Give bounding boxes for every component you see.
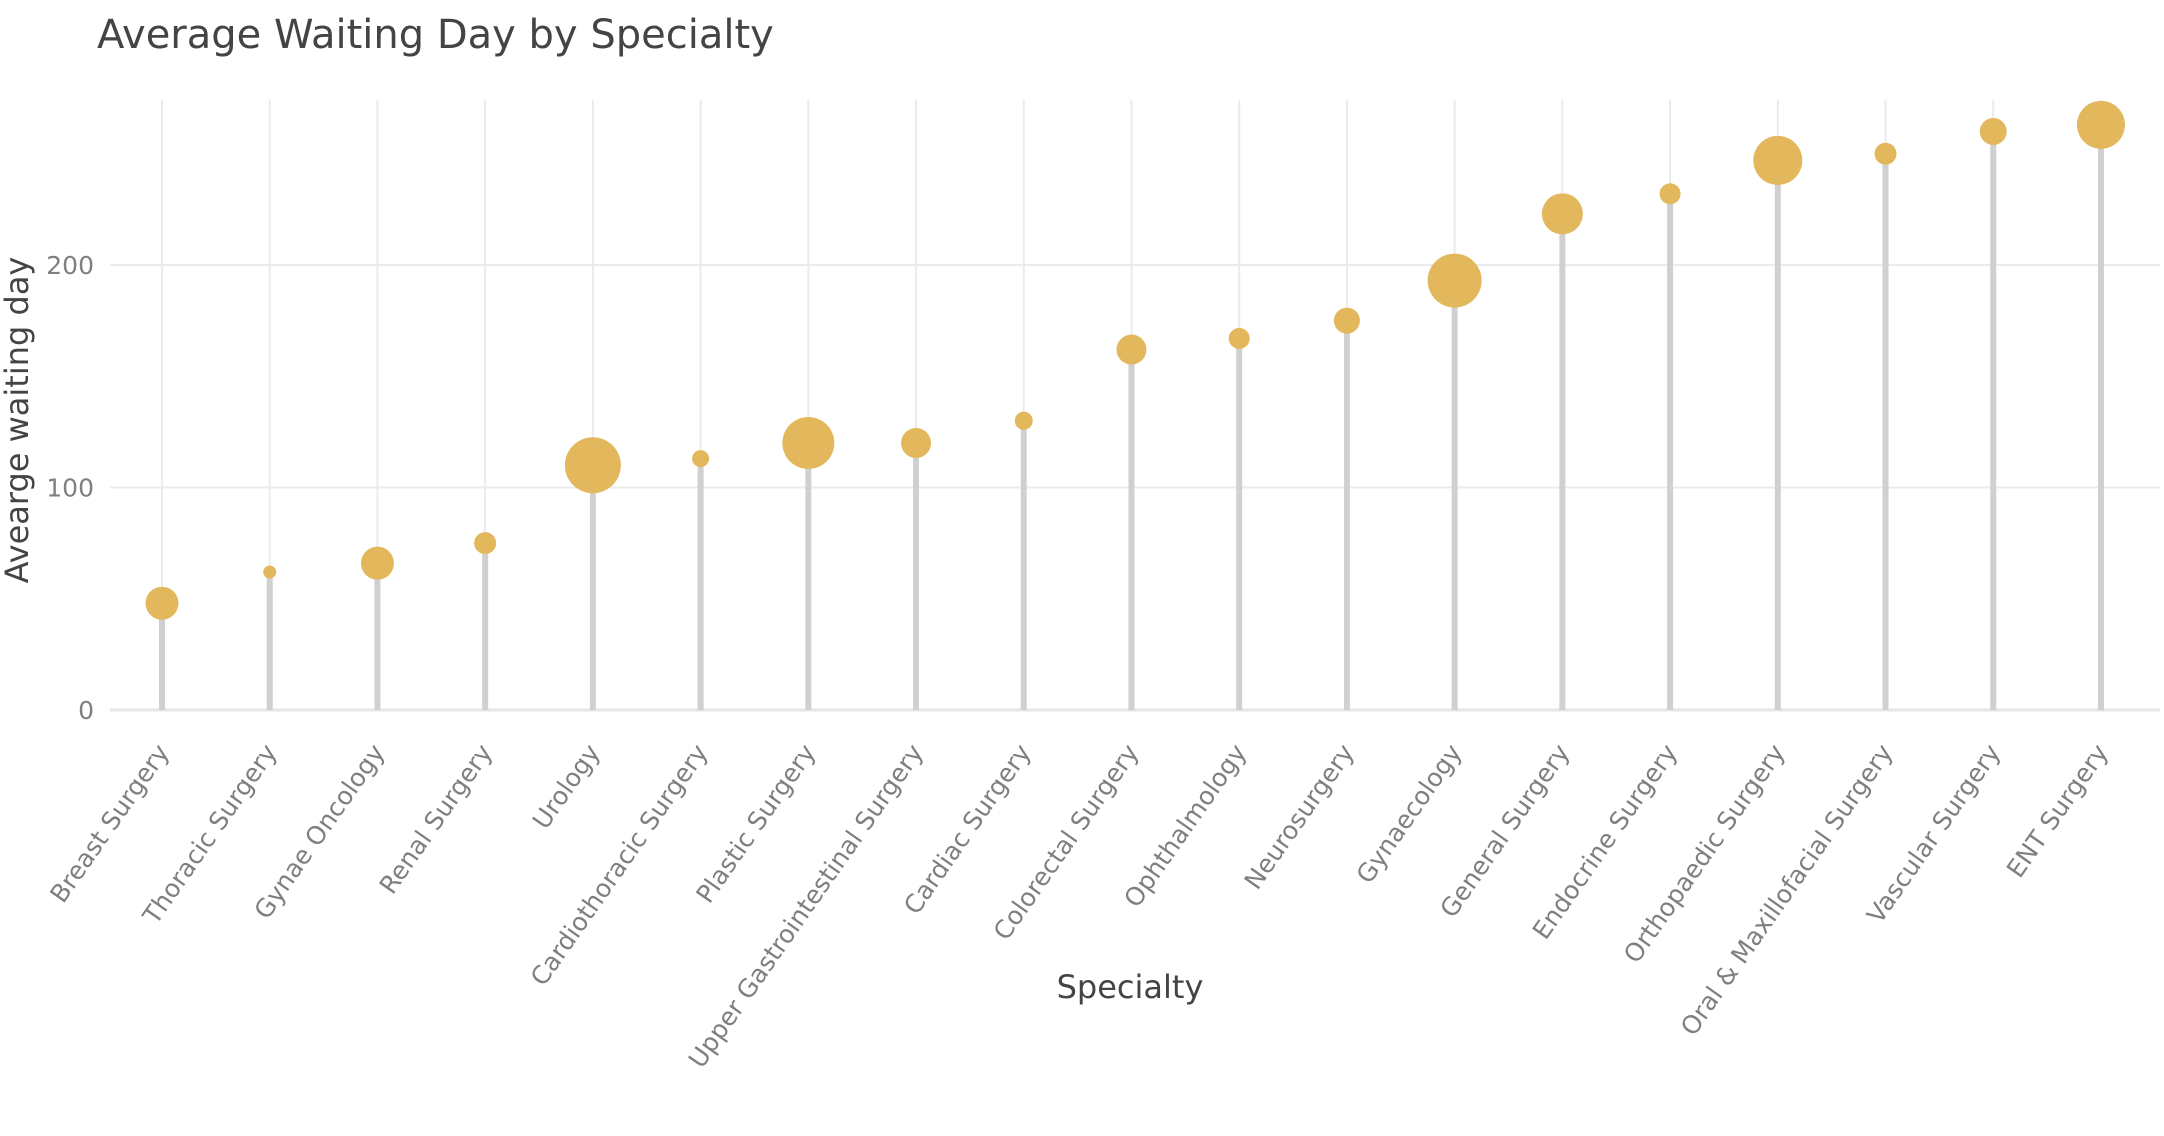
x-tick-label: ENT Surgery [2001,739,2114,883]
x-tick-label: Oral & Maxillofacial Surgery [1675,739,1899,1041]
x-tick-label: Urology [527,739,606,835]
x-tick-label: Neurosurgery [1239,739,1360,895]
data-point [564,437,621,494]
gridlines [110,100,2160,712]
y-axis-title: Avearge waiting day [0,257,36,584]
x-tick-label: Plastic Surgery [690,739,821,909]
data-point [1979,118,2007,145]
x-tick-label: Gynaecology [1350,739,1467,889]
x-tick-label: Renal Surgery [374,739,499,900]
y-tick-label: 0 [78,696,94,725]
data-point [145,586,179,620]
data-point [1228,327,1250,349]
x-tick-label: Breast Surgery [44,739,175,908]
x-tick-label: Cardiothoracic Surgery [525,739,714,991]
data-point [263,565,277,579]
data-point [901,428,932,458]
data-point [1014,411,1033,430]
data-point [360,546,394,580]
x-tick-label: Upper Gastrointestinal Surgery [683,739,929,1074]
points [145,100,2125,620]
data-point [1541,193,1583,235]
data-point [1116,334,1147,365]
y-tick-label: 100 [46,474,94,503]
data-point [692,450,710,468]
data-point [1427,253,1482,308]
chart-title: Average Waiting Day by Specialty [97,12,774,58]
data-point [782,417,835,469]
x-tick-label: Ophthalmology [1118,739,1252,913]
data-point [1333,307,1360,334]
data-point [474,532,497,555]
stems [159,124,2104,710]
y-tick-label: 200 [46,251,94,280]
data-point [1874,142,1897,165]
data-point [1753,135,1803,185]
x-axis-title: Specialty [1057,968,1204,1006]
data-point [1659,183,1681,205]
y-tick-labels: 0 100 200 [46,251,94,725]
data-point [2076,100,2125,149]
